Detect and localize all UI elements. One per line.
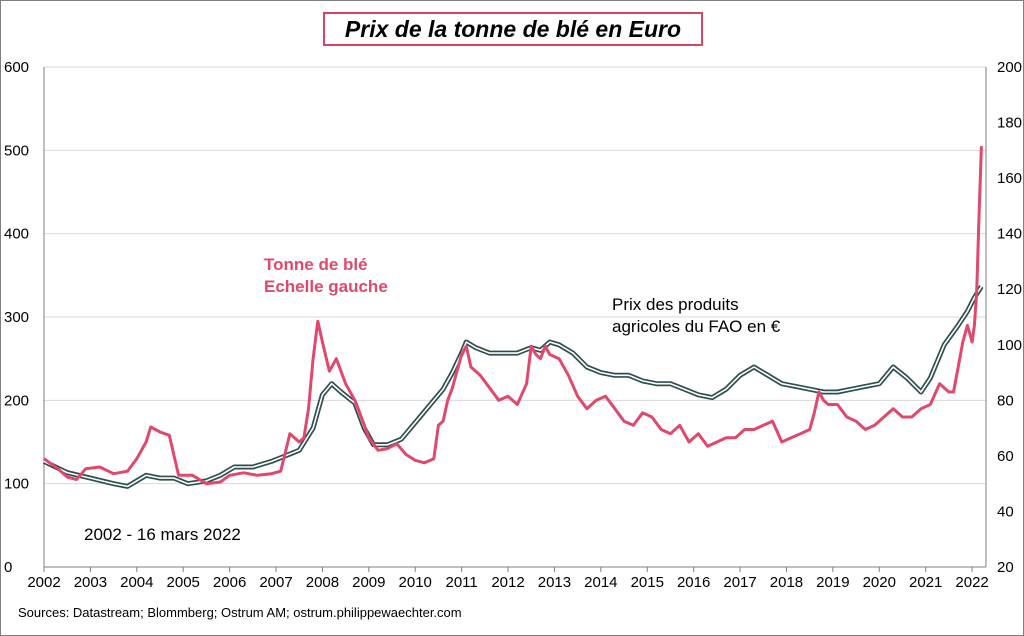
x-tick-label: 2018	[770, 574, 803, 591]
x-tick-label: 2003	[74, 574, 107, 591]
fao-series-label-line1: Prix des produits	[612, 295, 739, 314]
left-tick-label: 600	[4, 59, 29, 76]
x-tick-label: 2007	[259, 574, 292, 591]
left-tick-label: 0	[4, 559, 12, 576]
x-tick-label: 2016	[677, 574, 710, 591]
axes	[43, 67, 987, 572]
left-tick-label: 300	[4, 309, 29, 326]
x-tick-label: 2010	[399, 574, 432, 591]
x-axis-ticks: 2002 2003 2004 2005 2006 2007 2008 2009 2010 2011…	[27, 574, 988, 591]
right-tick-label: 100	[997, 337, 1022, 354]
right-axis-ticks: 20 40 60 80 100 120 140 160 180 200	[997, 59, 1022, 576]
right-tick-label: 200	[997, 59, 1022, 76]
period-label: 2002 - 16 mars 2022	[84, 525, 241, 544]
left-tick-label: 400	[4, 226, 29, 243]
x-tick-label: 2006	[213, 574, 246, 591]
right-tick-label: 20	[997, 559, 1014, 576]
fao-series-label-line2: agricoles du FAO en €	[612, 317, 781, 336]
right-tick-label: 140	[997, 226, 1022, 243]
wheat-series-line	[43, 146, 983, 486]
x-tick-label: 2019	[816, 574, 849, 591]
left-tick-label: 100	[4, 476, 29, 493]
x-tick-label: 2017	[723, 574, 756, 591]
grid-lines	[44, 66, 986, 568]
wheat-series-label-line2: Echelle gauche	[264, 277, 388, 296]
series-layer	[42, 146, 984, 489]
x-tick-label: 2020	[863, 574, 896, 591]
left-tick-label: 200	[4, 392, 29, 409]
left-axis-ticks: 0 100 200 300 400 500 600	[4, 59, 29, 576]
source-note: Sources: Datastream; Blommberg; Ostrum A…	[18, 605, 462, 620]
right-tick-label: 120	[997, 281, 1022, 298]
x-tick-label: 2004	[120, 574, 153, 591]
right-tick-label: 180	[997, 115, 1022, 132]
fao-series-line-outer	[42, 285, 984, 489]
x-tick-label: 2011	[446, 574, 478, 591]
x-tick-label: 2012	[491, 574, 524, 591]
right-tick-label: 60	[997, 448, 1014, 465]
chart-title: Prix de la tonne de blé en Euro	[323, 12, 703, 46]
x-tick-label: 2013	[538, 574, 571, 591]
x-tick-label: 2022	[955, 574, 988, 591]
right-tick-label: 80	[997, 392, 1014, 409]
x-tick-label: 2002	[27, 574, 60, 591]
x-tick-label: 2008	[306, 574, 339, 591]
x-tick-label: 2014	[584, 574, 617, 591]
x-tick-label: 2009	[352, 574, 385, 591]
fao-series-line-inner	[43, 285, 983, 488]
right-tick-label: 40	[997, 503, 1014, 520]
x-tick-label: 2021	[909, 574, 942, 591]
right-tick-label: 160	[997, 170, 1022, 187]
x-tick-label: 2005	[167, 574, 200, 591]
left-tick-label: 500	[4, 142, 29, 159]
x-tick-label: 2015	[631, 574, 664, 591]
wheat-series-label-line1: Tonne de blé	[264, 255, 368, 274]
